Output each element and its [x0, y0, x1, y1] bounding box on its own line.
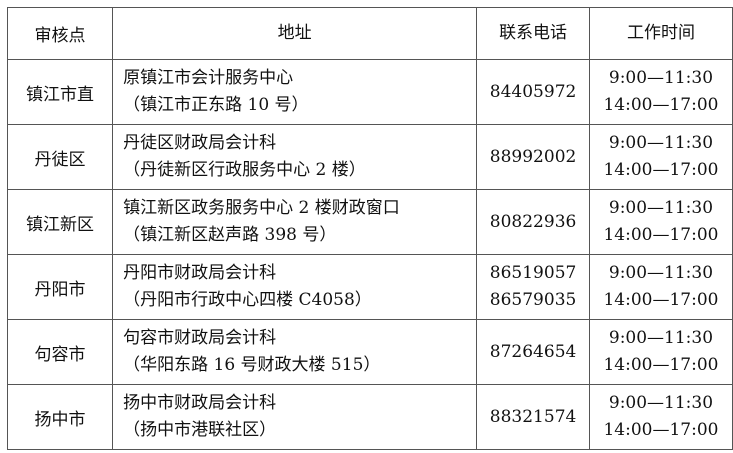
hours-cell: 9:00—11:30 14:00—17:00 — [588, 254, 733, 320]
hours-cell: 9:00—11:30 14:00—17:00 — [588, 59, 733, 125]
hours-cell-line: 9:00—11:30 — [608, 328, 714, 348]
phone-cell: 87264654 — [476, 319, 590, 385]
phone-cell: 80822936 — [476, 189, 590, 255]
hours-cell: 9:00—11:30 14:00—17:00 — [588, 189, 733, 255]
address-cell-line: （扬中市港联社区） — [123, 420, 277, 440]
hours-cell: 9:00—11:30 14:00—17:00 — [588, 124, 733, 190]
address-cell: 原镇江市会计服务中心 （镇江市正东路 10 号） — [112, 59, 478, 125]
hours-cell-line: 9:00—11:30 — [608, 393, 714, 413]
hours-cell-line: 9:00—11:30 — [608, 263, 714, 283]
hours-cell-line: 14:00—17:00 — [603, 95, 719, 115]
hours-cell-line: 9:00—11:30 — [608, 68, 714, 88]
address-cell: 丹徒区财政局会计科 （丹徒新区行政服务中心 2 楼） — [112, 124, 478, 190]
address-cell: 句容市财政局会计科 （华阳东路 16 号财政大楼 515） — [112, 319, 478, 385]
phone-cell-line: 86579035 — [489, 290, 577, 310]
table-row: 丹阳市 丹阳市财政局会计科 （丹阳市行政中心四楼 C4058） 86519057 865… — [6, 254, 733, 320]
address-cell-line: 句容市财政局会计科 — [123, 328, 277, 348]
header-site: 审核点 — [6, 7, 114, 60]
phone-cell-line: 87264654 — [489, 341, 577, 362]
address-cell-line: 丹阳市财政局会计科 — [123, 263, 277, 283]
table-row: 句容市 句容市财政局会计科 （华阳东路 16 号财政大楼 515） 87264654 9… — [6, 319, 733, 385]
address-cell-line: 丹徒区财政局会计科 — [123, 133, 277, 153]
audit-sites-table: 审核点 地址 联系电话 工作时间 镇江市直 原镇江市会计服务中心 （镇江市正东路 1… — [6, 7, 733, 450]
table-row: 镇江市直 原镇江市会计服务中心 （镇江市正东路 10 号） 84405972 9:00—… — [6, 59, 733, 125]
phone-cell-line: 88321574 — [489, 406, 577, 427]
phone-cell: 88992002 — [476, 124, 590, 190]
table-row: 丹徒区 丹徒区财政局会计科 （丹徒新区行政服务中心 2 楼） 88992002 9:00… — [6, 124, 733, 190]
header-phone: 联系电话 — [476, 7, 590, 60]
address-cell-line: 镇江新区政务服务中心 2 楼财政窗口 — [123, 198, 400, 218]
table-row: 镇江新区 镇江新区政务服务中心 2 楼财政窗口 （镇江新区赵声路 398 号） 808… — [6, 189, 733, 255]
phone-cell: 88321574 — [476, 384, 590, 450]
phone-cell-line: 86519057 — [489, 263, 577, 283]
address-cell-line: （镇江新区赵声路 398 号） — [123, 225, 337, 245]
phone-cell: 84405972 — [476, 59, 590, 125]
phone-cell: 86519057 86579035 — [476, 254, 590, 320]
address-cell-line: 扬中市财政局会计科 — [123, 393, 277, 413]
hours-cell-line: 9:00—11:30 — [608, 198, 714, 218]
address-cell: 丹阳市财政局会计科 （丹阳市行政中心四楼 C4058） — [112, 254, 478, 320]
site-cell: 扬中市 — [6, 384, 114, 450]
table-header-row: 审核点 地址 联系电话 工作时间 — [6, 7, 733, 60]
phone-cell-line: 80822936 — [489, 211, 577, 232]
address-cell-line: （丹阳市行政中心四楼 C4058） — [123, 290, 372, 310]
hours-cell: 9:00—11:30 14:00—17:00 — [588, 384, 733, 450]
hours-cell-line: 14:00—17:00 — [603, 160, 719, 180]
hours-cell-line: 14:00—17:00 — [603, 290, 719, 310]
hours-cell-line: 9:00—11:30 — [608, 133, 714, 153]
site-cell: 镇江市直 — [6, 59, 114, 125]
address-cell-line: （华阳东路 16 号财政大楼 515） — [123, 355, 381, 375]
phone-cell-line: 88992002 — [489, 146, 577, 167]
site-cell: 丹阳市 — [6, 254, 114, 320]
phone-cell-line: 84405972 — [489, 81, 577, 102]
address-cell-line: （镇江市正东路 10 号） — [123, 95, 309, 115]
address-cell: 镇江新区政务服务中心 2 楼财政窗口 （镇江新区赵声路 398 号） — [112, 189, 478, 255]
site-cell: 丹徒区 — [6, 124, 114, 190]
header-hours: 工作时间 — [588, 7, 733, 60]
hours-cell-line: 14:00—17:00 — [603, 225, 719, 245]
header-address: 地址 — [112, 7, 478, 60]
hours-cell: 9:00—11:30 14:00—17:00 — [588, 319, 733, 385]
hours-cell-line: 14:00—17:00 — [603, 420, 719, 440]
address-cell-line: （丹徒新区行政服务中心 2 楼） — [123, 160, 366, 180]
site-cell: 句容市 — [6, 319, 114, 385]
site-cell: 镇江新区 — [6, 189, 114, 255]
hours-cell-line: 14:00—17:00 — [603, 355, 719, 375]
address-cell: 扬中市财政局会计科 （扬中市港联社区） — [112, 384, 478, 450]
address-cell-line: 原镇江市会计服务中心 — [123, 68, 294, 88]
table-row: 扬中市 扬中市财政局会计科 （扬中市港联社区） 88321574 9:00—11:30 1… — [6, 384, 733, 450]
